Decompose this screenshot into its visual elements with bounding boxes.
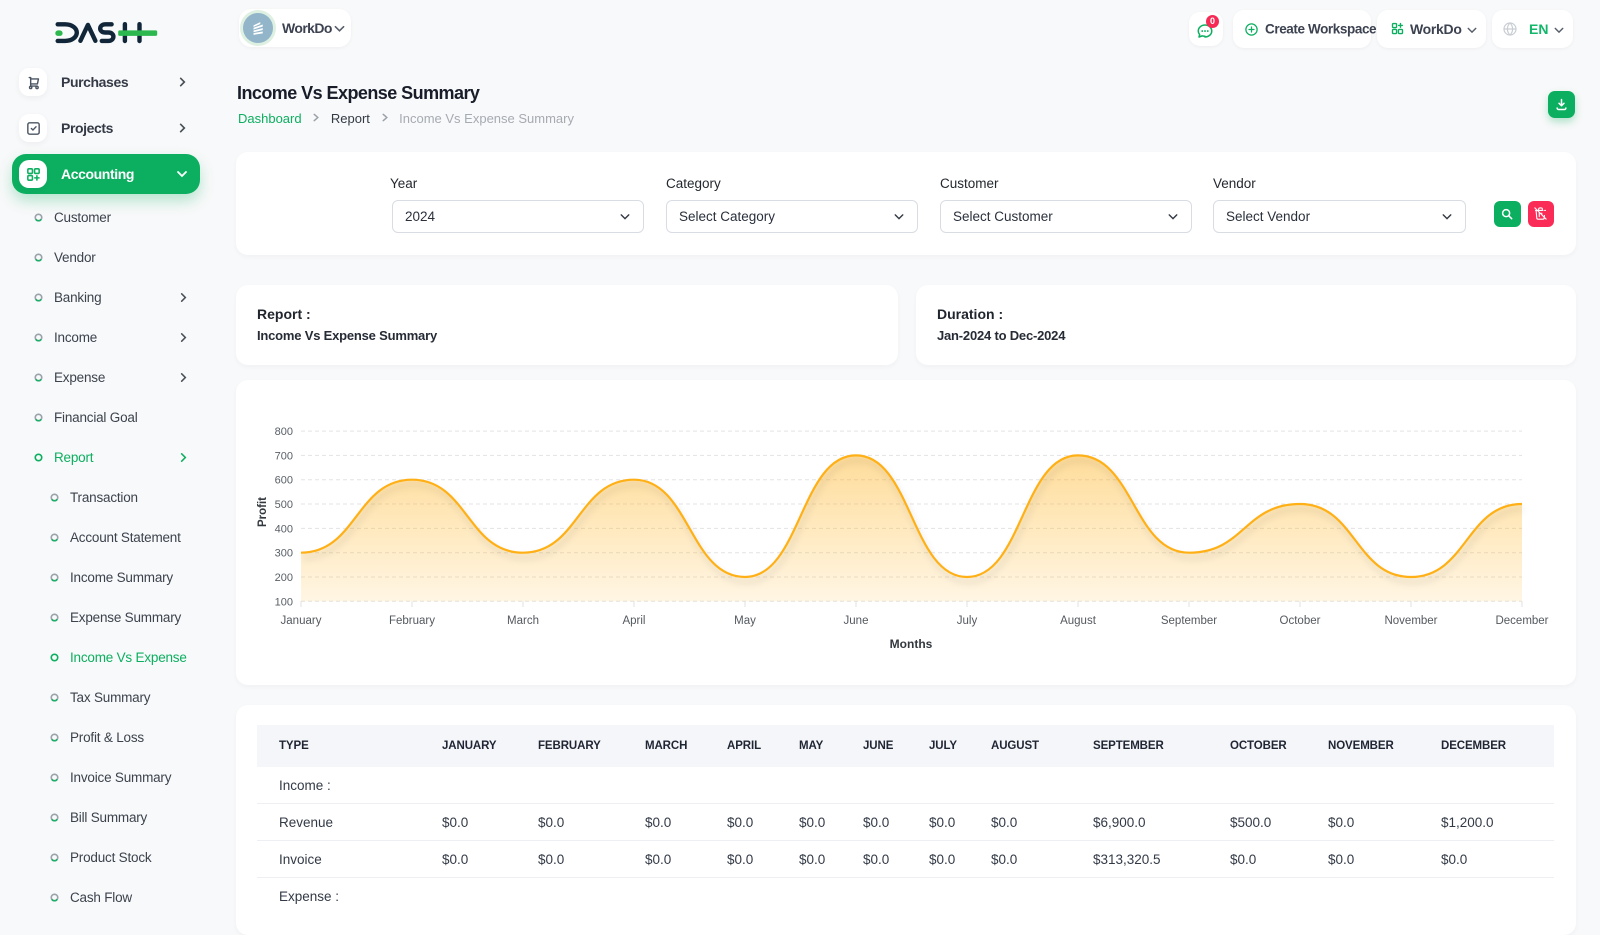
svg-text:October: October [1280,615,1321,627]
svg-text:July: July [957,615,978,627]
svg-text:300: 300 [275,548,293,560]
svg-text:200: 200 [275,572,293,584]
svg-text:Months: Months [890,637,933,651]
svg-text:May: May [734,615,756,627]
svg-text:600: 600 [275,475,293,487]
svg-text:Profit: Profit [257,497,269,527]
svg-text:August: August [1060,615,1097,627]
svg-text:January: January [281,615,322,627]
svg-text:500: 500 [275,499,293,511]
svg-text:800: 800 [275,426,293,438]
svg-text:June: June [844,615,869,627]
svg-text:November: November [1384,615,1437,627]
svg-text:September: September [1161,615,1217,627]
svg-text:April: April [622,615,645,627]
svg-text:March: March [507,615,539,627]
svg-text:100: 100 [275,596,293,608]
svg-text:700: 700 [275,450,293,462]
svg-text:December: December [1495,615,1548,627]
svg-text:400: 400 [275,523,293,535]
svg-text:February: February [389,615,435,627]
